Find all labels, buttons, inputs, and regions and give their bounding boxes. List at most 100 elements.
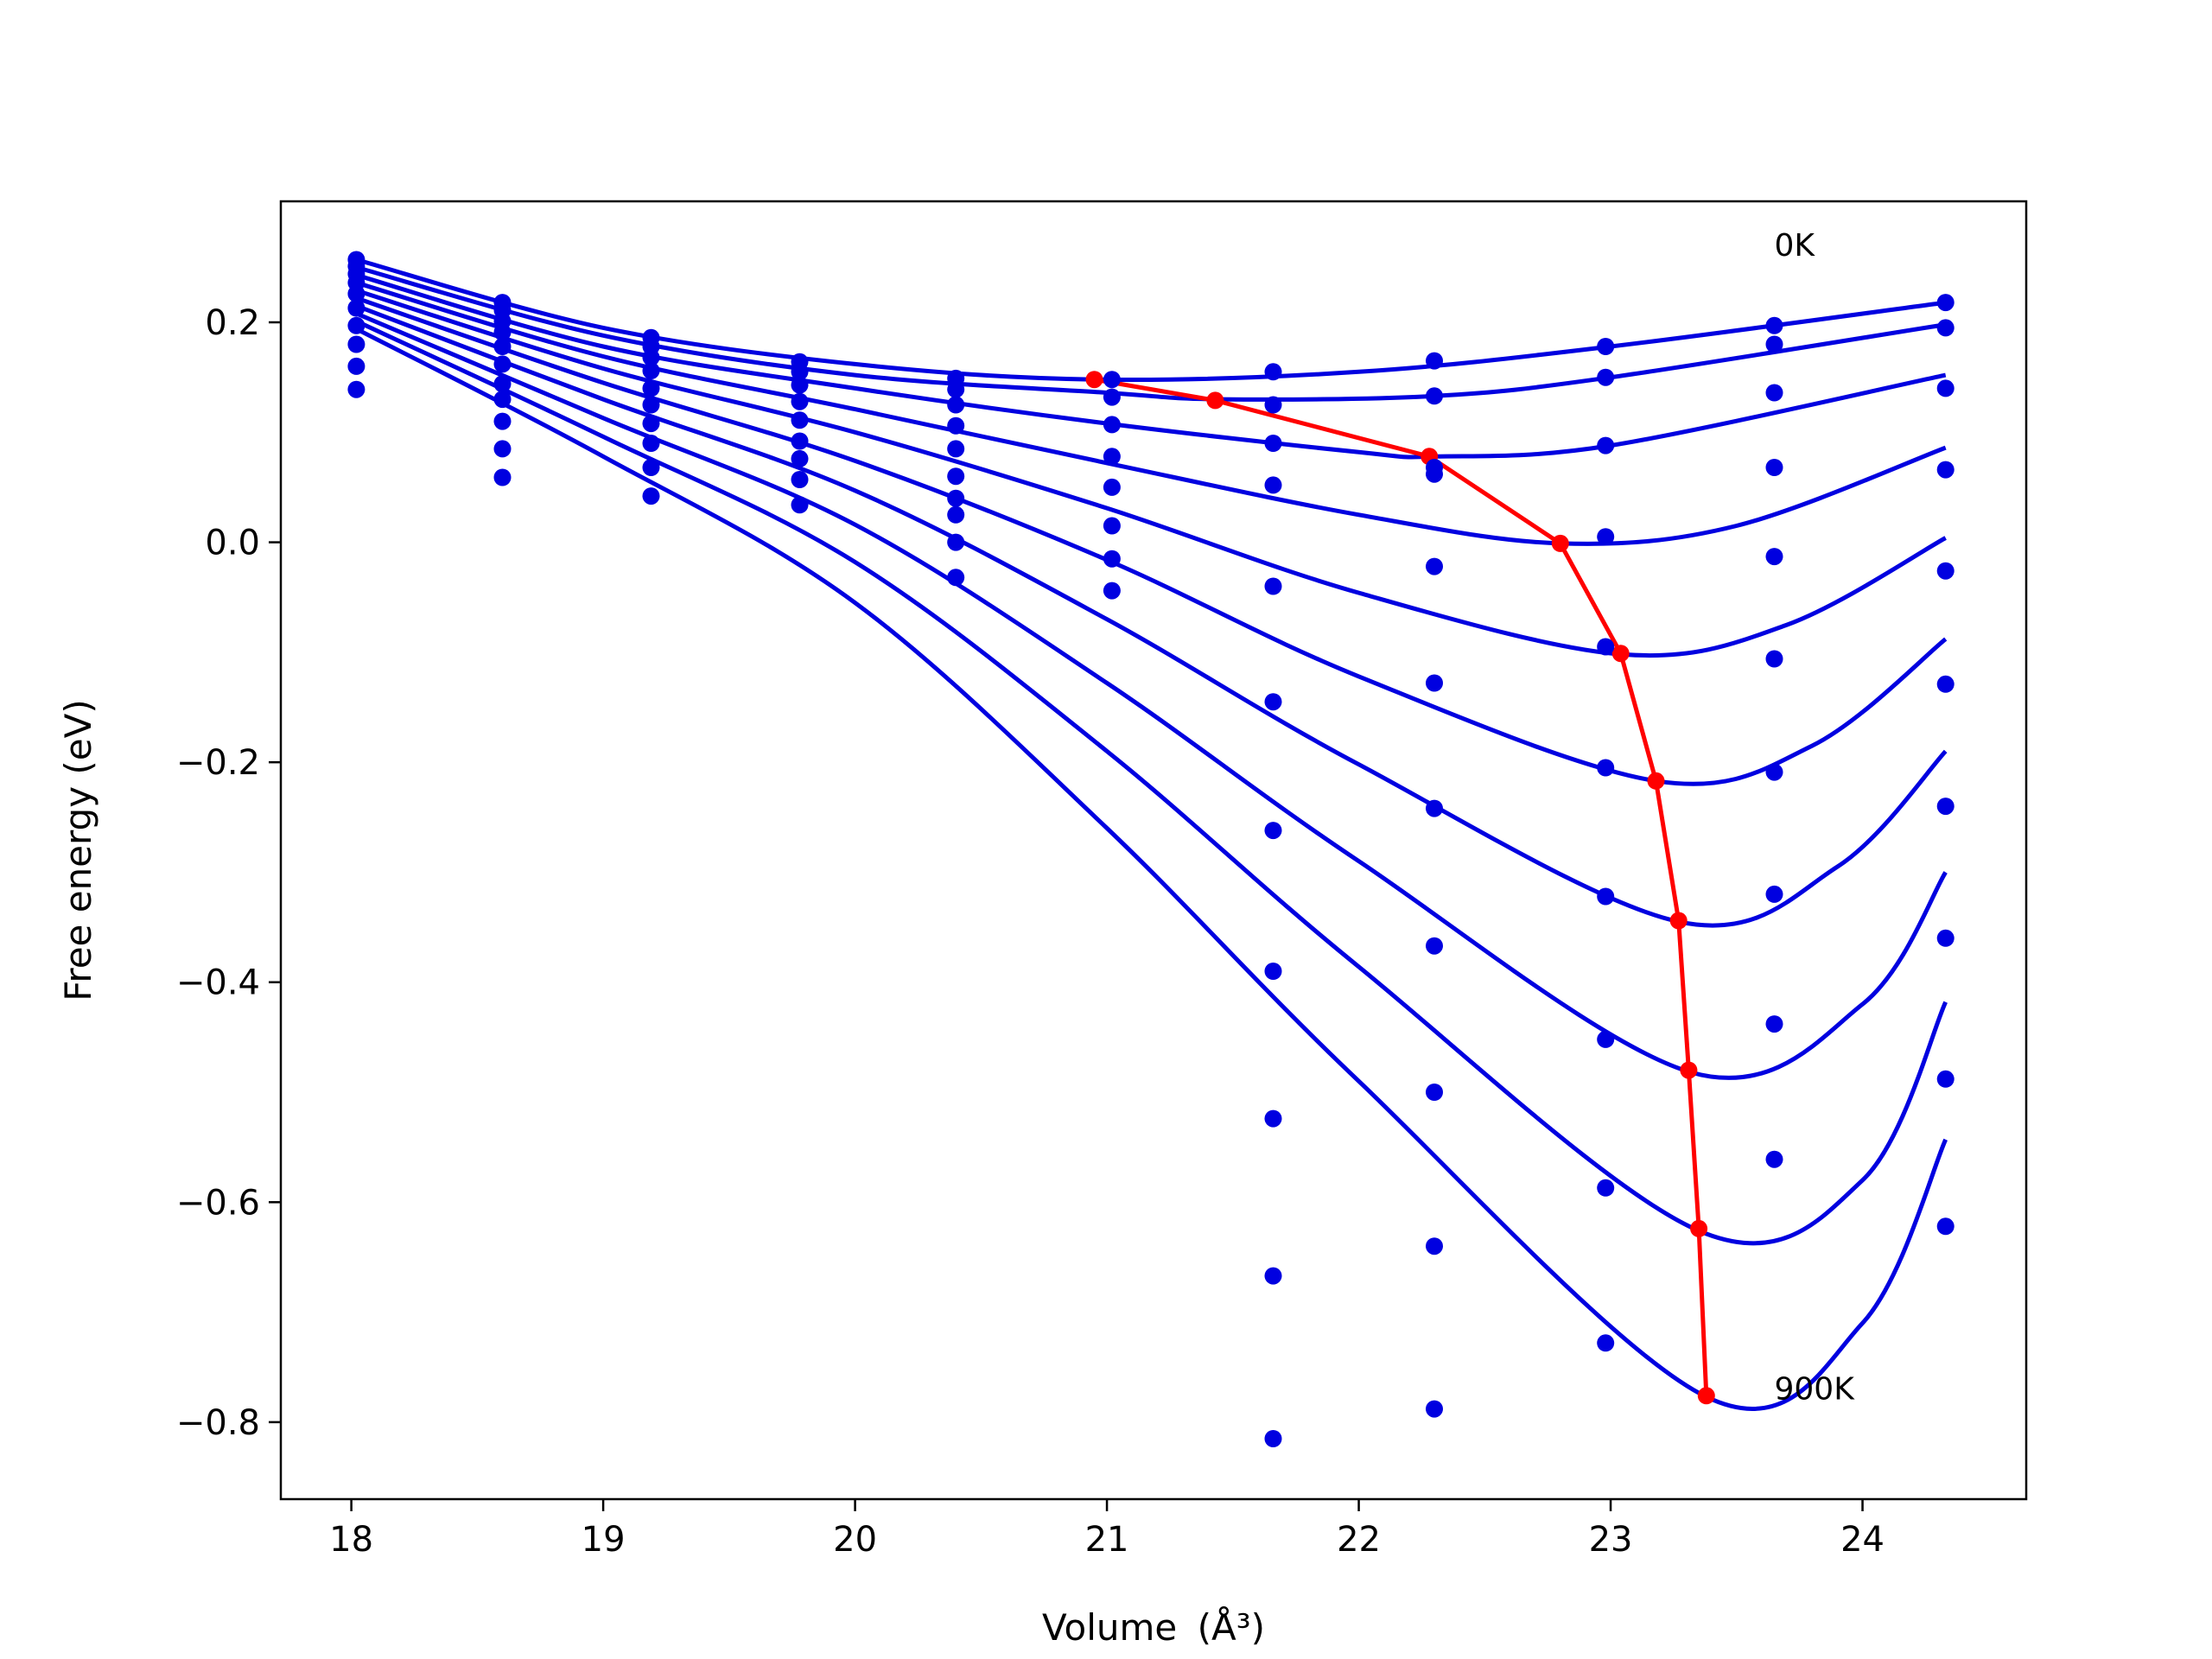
data-point [1765,316,1783,334]
data-point [493,323,512,341]
data-point [1103,371,1121,389]
minimum-point [1680,1061,1698,1079]
data-point [1597,759,1615,777]
data-point [791,411,809,429]
data-point [1597,338,1615,355]
data-point [1936,675,1955,693]
x-tick-label: 18 [329,1520,373,1560]
minimum-point [1647,772,1665,790]
data-point [1597,1030,1615,1048]
data-point [1765,335,1783,353]
data-point [1936,461,1955,479]
data-point [642,379,660,397]
minimum-point [1611,645,1630,663]
minimum-point [1697,1387,1715,1405]
x-tick-label: 24 [1840,1520,1885,1560]
data-point [493,440,512,458]
data-point [1103,550,1121,568]
data-point [947,569,965,587]
data-point [1426,1400,1443,1418]
data-point [493,375,512,393]
data-point [642,348,660,366]
x-tick-label: 23 [1589,1520,1633,1560]
data-point [1426,937,1443,955]
data-point [791,449,809,467]
data-point [1765,459,1783,476]
minima-line [1094,377,1709,1396]
data-point [1426,352,1443,370]
data-point [1597,368,1615,386]
x-tick-label: 20 [833,1520,877,1560]
data-point [947,396,965,414]
minima-layer [1085,371,1715,1405]
fit-curves-layer [355,257,1948,1411]
data-point [642,362,660,379]
data-point [1264,396,1282,414]
data-point [1936,562,1955,580]
data-point [1765,650,1783,668]
minimum-point [1669,912,1688,930]
data-point [947,489,965,507]
data-point [1597,1179,1615,1197]
data-point [1765,384,1783,402]
data-points-layer [347,251,1955,1447]
data-point [493,468,512,486]
x-axis-label-text: Volume [1042,1606,1177,1649]
data-point [1264,476,1282,494]
data-point [493,355,512,373]
data-point [347,335,365,353]
data-point [1103,416,1121,434]
data-point [642,459,660,476]
data-point [1103,517,1121,535]
data-point [1936,1217,1955,1236]
data-point [493,412,512,430]
data-point [1426,557,1443,575]
y-tick-label: −0.6 [176,1183,260,1223]
data-point [347,357,365,375]
data-point [642,487,660,505]
data-point [1936,798,1955,816]
data-point [1426,674,1443,692]
data-point [791,471,809,488]
data-point [642,435,660,452]
data-point [1765,885,1783,903]
data-point [642,396,660,414]
x-axis-label: Volume (Å³) [1042,1605,1265,1649]
data-point [1264,693,1282,711]
data-point [1264,577,1282,595]
data-point [1264,963,1282,980]
y-tick-label: 0.2 [205,303,260,343]
data-point [1264,363,1282,381]
data-point [1936,319,1955,337]
data-point [947,505,965,524]
x-tick-label: 19 [582,1520,626,1560]
data-point [947,440,965,458]
data-point [1597,1334,1615,1352]
x-tick-label: 22 [1337,1520,1381,1560]
fit-curve-8 [355,319,1948,1246]
data-point [1264,435,1282,452]
data-point [1597,528,1615,546]
fit-curve-7 [355,311,1948,1080]
x-axis-label-unit: (Å³) [1198,1605,1265,1649]
data-point [1765,1150,1783,1168]
data-point [1936,379,1955,397]
data-point [1103,448,1121,466]
data-point [1103,388,1121,406]
data-point [1936,1070,1955,1088]
data-point [1103,582,1121,600]
data-point [642,415,660,433]
data-point [1103,478,1121,496]
minimum-point [1085,371,1103,389]
data-point [1264,822,1282,840]
data-point [347,380,365,398]
fit-curve-9 [355,327,1948,1411]
y-tick-label: 0.0 [205,524,260,563]
data-point [1426,465,1443,483]
data-point [1264,1430,1282,1447]
data-point [1765,1015,1783,1033]
data-point [947,380,965,398]
data-point [1264,1109,1282,1128]
data-point [947,467,965,486]
